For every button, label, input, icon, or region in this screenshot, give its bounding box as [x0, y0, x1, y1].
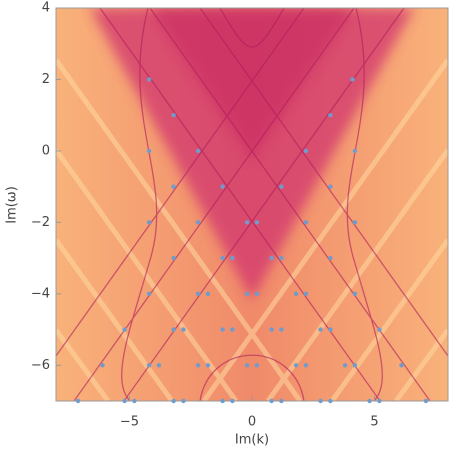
point: [220, 184, 225, 189]
point: [220, 398, 225, 404]
point: [205, 291, 211, 297]
point: [244, 291, 250, 297]
point: [100, 363, 105, 368]
point: [293, 291, 299, 297]
point: [269, 327, 274, 332]
point: [352, 148, 358, 154]
point: [122, 327, 127, 332]
y-tick-label: −6: [31, 358, 50, 373]
point: [195, 291, 201, 297]
point: [195, 148, 201, 154]
point: [132, 398, 137, 404]
y-tick-label: −4: [31, 286, 50, 301]
point: [205, 363, 211, 368]
point: [303, 220, 309, 225]
point: [244, 363, 250, 368]
point: [181, 327, 186, 332]
point: [318, 327, 323, 332]
point: [377, 398, 382, 404]
y-tick-label: −2: [31, 215, 50, 230]
y-tick-label: 2: [42, 72, 50, 87]
point: [75, 398, 81, 404]
point: [220, 255, 225, 261]
point: [279, 398, 284, 404]
point: [195, 363, 201, 368]
point: [146, 148, 152, 154]
point: [279, 327, 284, 332]
point: [254, 363, 260, 368]
point: [303, 291, 309, 297]
point: [254, 291, 260, 297]
point: [122, 398, 127, 404]
point: [181, 398, 186, 404]
point: [328, 398, 333, 404]
point: [254, 220, 260, 225]
point: [269, 255, 274, 261]
point: [303, 148, 309, 154]
point: [156, 363, 162, 368]
point: [171, 184, 176, 189]
point: [146, 363, 152, 368]
point: [342, 363, 348, 368]
point: [293, 363, 299, 368]
point: [230, 327, 235, 332]
x-axis-title: Im(k): [235, 433, 269, 448]
point: [367, 398, 372, 404]
y-tick-label: 0: [42, 143, 50, 158]
point: [269, 398, 274, 404]
point: [377, 327, 382, 332]
point: [171, 327, 176, 332]
x-tick-label: −5: [120, 415, 139, 430]
point: [352, 363, 358, 368]
point: [350, 77, 355, 82]
y-axis-title: Im(ω): [5, 186, 20, 224]
point: [195, 220, 201, 225]
point: [328, 255, 333, 261]
point: [220, 327, 225, 332]
point: [279, 255, 284, 261]
point: [230, 398, 235, 404]
point: [303, 363, 309, 368]
point: [146, 77, 152, 82]
point: [328, 112, 333, 118]
point: [352, 291, 358, 297]
point: [318, 398, 323, 404]
density-field: [56, 8, 448, 401]
point: [244, 220, 250, 225]
point: [171, 112, 176, 118]
x-tick-label: 0: [248, 415, 256, 430]
point: [328, 184, 333, 189]
point: [328, 327, 333, 332]
point: [279, 184, 284, 189]
point: [423, 398, 429, 404]
point: [230, 255, 235, 261]
point: [399, 363, 404, 368]
point: [146, 291, 152, 297]
point: [146, 220, 152, 225]
point: [171, 398, 176, 404]
x-tick-label: 5: [370, 415, 378, 430]
y-tick-label: 4: [42, 1, 50, 16]
point: [171, 255, 176, 261]
point: [352, 220, 358, 225]
